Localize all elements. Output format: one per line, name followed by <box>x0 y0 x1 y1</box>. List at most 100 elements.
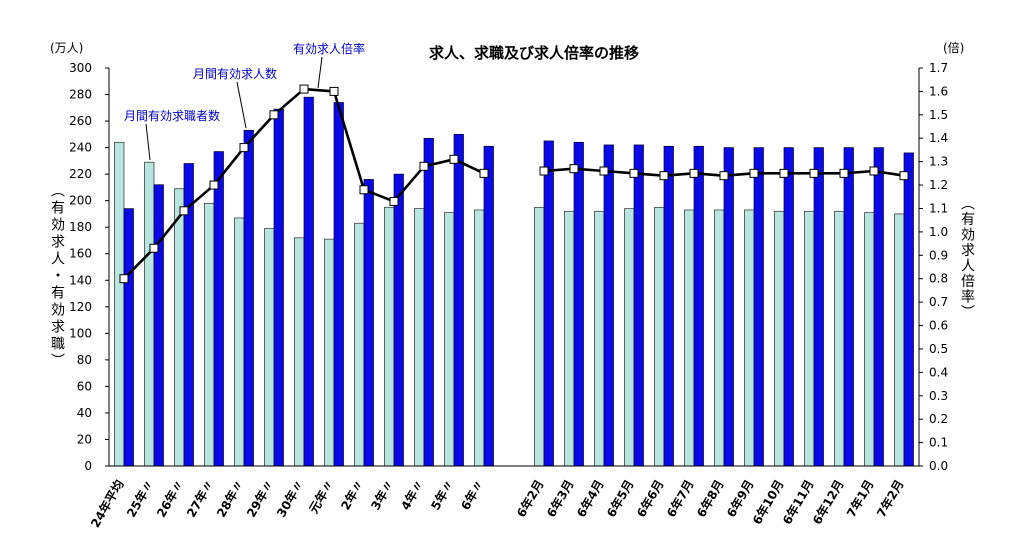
y-right-tick-label: 0.9 <box>929 248 948 262</box>
bar-job-openings <box>663 145 674 467</box>
x-tick-label: 6年6月 <box>633 477 666 520</box>
y-left-tick-label: 120 <box>69 300 92 314</box>
series-label-ratio: 有効求人倍率 <box>293 41 365 56</box>
bar-job-seekers <box>234 217 245 467</box>
bar-job-seekers <box>894 213 905 467</box>
x-tick-label: 4年〃 <box>397 477 426 513</box>
y-left-tick-label: 200 <box>69 194 92 208</box>
bar-job-openings <box>813 147 824 467</box>
y-left-tick-label: 80 <box>77 353 92 367</box>
y-left-tick-label: 60 <box>77 379 92 393</box>
bar-job-seekers <box>714 209 725 467</box>
y-left-tick-label: 140 <box>69 273 92 287</box>
bar-job-seekers <box>564 210 575 467</box>
ratio-marker <box>389 196 399 206</box>
ratio-marker <box>719 171 729 181</box>
series-label-job-seekers-leader <box>145 123 151 161</box>
ratio-marker <box>749 168 759 178</box>
bar-job-seekers <box>114 141 125 467</box>
y-left-tick-label: 220 <box>69 167 92 181</box>
ratio-marker <box>239 143 249 153</box>
series-label-job-openings-leader <box>236 81 247 129</box>
x-tick-label: 25年〃 <box>123 477 156 520</box>
x-tick-label: 27年〃 <box>183 477 216 520</box>
bar-job-seekers <box>324 238 335 467</box>
y-right-tick-label: 0.2 <box>929 412 948 426</box>
ratio-marker <box>329 86 339 96</box>
ratio-marker <box>899 171 909 181</box>
ratio-marker <box>569 164 579 174</box>
ratio-markers-group <box>119 84 909 284</box>
ratio-marker <box>809 168 819 178</box>
y-left-tick-label: 260 <box>69 114 92 128</box>
y-right-tick-label: 0.3 <box>929 389 948 403</box>
y-right-tick-label: 0.4 <box>929 365 948 379</box>
bar-job-seekers <box>264 228 275 467</box>
bar-job-openings <box>243 130 254 467</box>
bar-job-seekers <box>594 210 605 467</box>
x-tick-label: 7年1月 <box>843 477 876 520</box>
x-tick-label: 3年〃 <box>367 477 396 513</box>
bar-job-openings <box>723 147 734 467</box>
y-right-tick-label: 1.4 <box>929 131 948 145</box>
bar-job-seekers <box>684 209 695 467</box>
y-left-tick-label: 40 <box>77 406 92 420</box>
ratio-marker <box>779 168 789 178</box>
y-left-tick-label: 240 <box>69 141 92 155</box>
bar-job-seekers <box>354 222 365 467</box>
x-tick-label: 6年2月 <box>513 477 546 520</box>
x-tick-label: 26年〃 <box>153 477 186 520</box>
bar-job-openings <box>603 144 614 467</box>
y-left-tick-label: 300 <box>69 61 92 75</box>
bar-job-seekers <box>804 210 815 467</box>
ratio-marker <box>599 166 609 176</box>
x-tick-label: 6年8月 <box>693 477 726 520</box>
ratio-marker <box>449 154 459 164</box>
x-tick-label: 6年5月 <box>603 477 636 520</box>
ratio-marker <box>629 168 639 178</box>
ratio-marker <box>839 168 849 178</box>
ratio-marker <box>689 168 699 178</box>
ratio-marker <box>539 166 549 176</box>
x-tick-label: 29年〃 <box>243 477 276 520</box>
x-tick-label: 6年4月 <box>573 477 606 520</box>
ratio-marker <box>869 166 879 176</box>
y-left-tick-label: 160 <box>69 247 92 261</box>
x-tick-label: 6年7月 <box>663 477 696 520</box>
y-right-tick-label: 1.2 <box>929 178 948 192</box>
bar-job-openings <box>333 102 344 467</box>
bar-job-openings <box>153 184 164 467</box>
bar-job-openings <box>753 147 764 467</box>
y-left-ticks-group: 0 20 40 60 80 100 120 140 160 180 200 220 240 260 280 3… <box>69 61 109 473</box>
bar-job-openings <box>303 96 314 467</box>
ratio-marker <box>419 161 429 171</box>
y-right-tick-label: 1.3 <box>929 155 948 169</box>
x-tick-label: 6年9月 <box>723 477 756 520</box>
left-axis-unit: (万人) <box>50 41 83 55</box>
bar-job-openings <box>273 108 284 467</box>
bar-job-openings <box>903 152 914 467</box>
bar-job-openings <box>483 145 494 467</box>
ratio-marker <box>179 206 189 216</box>
y-left-tick-label: 100 <box>69 326 92 340</box>
ratio-marker <box>149 243 159 253</box>
right-axis-unit: (倍) <box>943 40 964 55</box>
bar-job-openings <box>783 147 794 467</box>
y-right-tick-label: 0.6 <box>929 319 948 333</box>
bars-group <box>114 96 914 467</box>
y-right-tick-label: 0.7 <box>929 295 948 309</box>
y-right-tick-label: 1.5 <box>929 108 948 122</box>
bar-job-seekers <box>834 210 845 467</box>
x-tick-label: 元年〃 <box>306 477 337 516</box>
bar-job-openings <box>423 137 434 467</box>
x-tick-label: 24年平均 <box>87 477 126 530</box>
bar-job-openings <box>693 145 704 467</box>
bar-job-seekers <box>174 188 185 467</box>
y-right-tick-label: 1.7 <box>929 61 948 75</box>
y-left-tick-label: 0 <box>84 459 92 473</box>
bar-job-openings <box>453 133 464 467</box>
x-tick-label: 2年〃 <box>337 477 366 513</box>
bar-job-seekers <box>654 206 665 467</box>
ratio-marker <box>299 84 309 94</box>
